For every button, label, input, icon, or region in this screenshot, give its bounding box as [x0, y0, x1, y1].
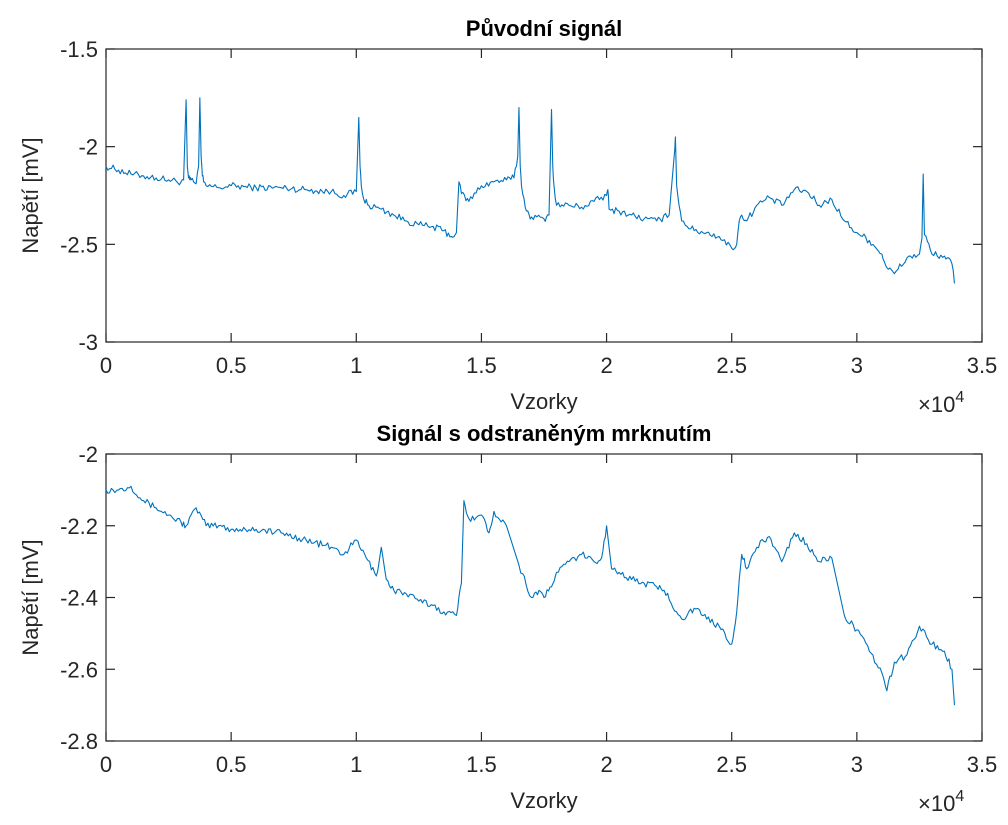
x-tick-label: 3.5 — [967, 353, 998, 378]
x-tick-label: 0 — [100, 752, 112, 777]
y-tick-label: -1.5 — [60, 37, 98, 62]
x-axis-multiplier: ×104 — [918, 788, 964, 816]
subplot-signal-blink-removed: 0 0.5 1 1.5 2 2.5 3 3.5 -2.8 -2.6 -2.4 -2.2 -2 Signá… — [18, 421, 997, 816]
x-tick-label: 2 — [600, 752, 612, 777]
y-tick-label: -3 — [78, 330, 98, 355]
series-line — [105, 485, 956, 706]
y-tick-label: -2 — [78, 442, 98, 467]
y-tick-label: -2.5 — [60, 232, 98, 257]
series-line-group — [105, 97, 956, 284]
x-tick-label: 1 — [350, 353, 362, 378]
x-multiplier-exponent: 4 — [955, 389, 964, 406]
x-axis-label: Vzorky — [510, 389, 577, 414]
series-line — [105, 97, 956, 284]
series-line-group — [105, 485, 956, 706]
axes-box — [105, 48, 983, 343]
x-multiplier-base: ×10 — [918, 791, 955, 816]
x-tick-label: 2.5 — [716, 353, 747, 378]
y-tick-label: -2.4 — [60, 586, 98, 611]
x-tick-label: 3 — [851, 752, 863, 777]
y-tick-label: -2.6 — [60, 657, 98, 682]
x-tick-label: 0 — [100, 353, 112, 378]
x-tick-label: 1.5 — [466, 353, 497, 378]
x-tick-label: 3 — [851, 353, 863, 378]
x-tick-label: 0.5 — [216, 752, 247, 777]
tick-group: 0 0.5 1 1.5 2 2.5 3 3.5 -2.8 -2.6 -2.4 -2.2 -2 — [60, 442, 997, 777]
chart-title: Původní signál — [466, 16, 622, 41]
x-axis-multiplier: ×104 — [918, 389, 964, 417]
tick-group: 0 0.5 1 1.5 2 2.5 3 3.5 -3 -2.5 -2 -1.5 — [60, 37, 997, 378]
x-axis-label: Vzorky — [510, 788, 577, 813]
x-multiplier-base: ×10 — [918, 392, 955, 417]
y-tick-label: -2 — [78, 135, 98, 160]
x-tick-label: 1.5 — [466, 752, 497, 777]
x-tick-label: 3.5 — [967, 752, 998, 777]
x-tick-label: 2 — [600, 353, 612, 378]
y-axis-label: Napětí [mV] — [18, 539, 43, 655]
chart-title: Signál s odstraněným mrknutím — [377, 421, 712, 446]
x-tick-label: 1 — [350, 752, 362, 777]
y-tick-label: -2.8 — [60, 729, 98, 754]
x-multiplier-exponent: 4 — [955, 788, 964, 805]
subplot-original-signal: 0 0.5 1 1.5 2 2.5 3 3.5 -3 -2.5 -2 -1.5 Původní sig… — [18, 16, 997, 417]
y-axis-label: Napětí [mV] — [18, 137, 43, 253]
x-tick-label: 2.5 — [716, 752, 747, 777]
y-tick-label: -2.2 — [60, 514, 98, 539]
x-tick-label: 0.5 — [216, 353, 247, 378]
